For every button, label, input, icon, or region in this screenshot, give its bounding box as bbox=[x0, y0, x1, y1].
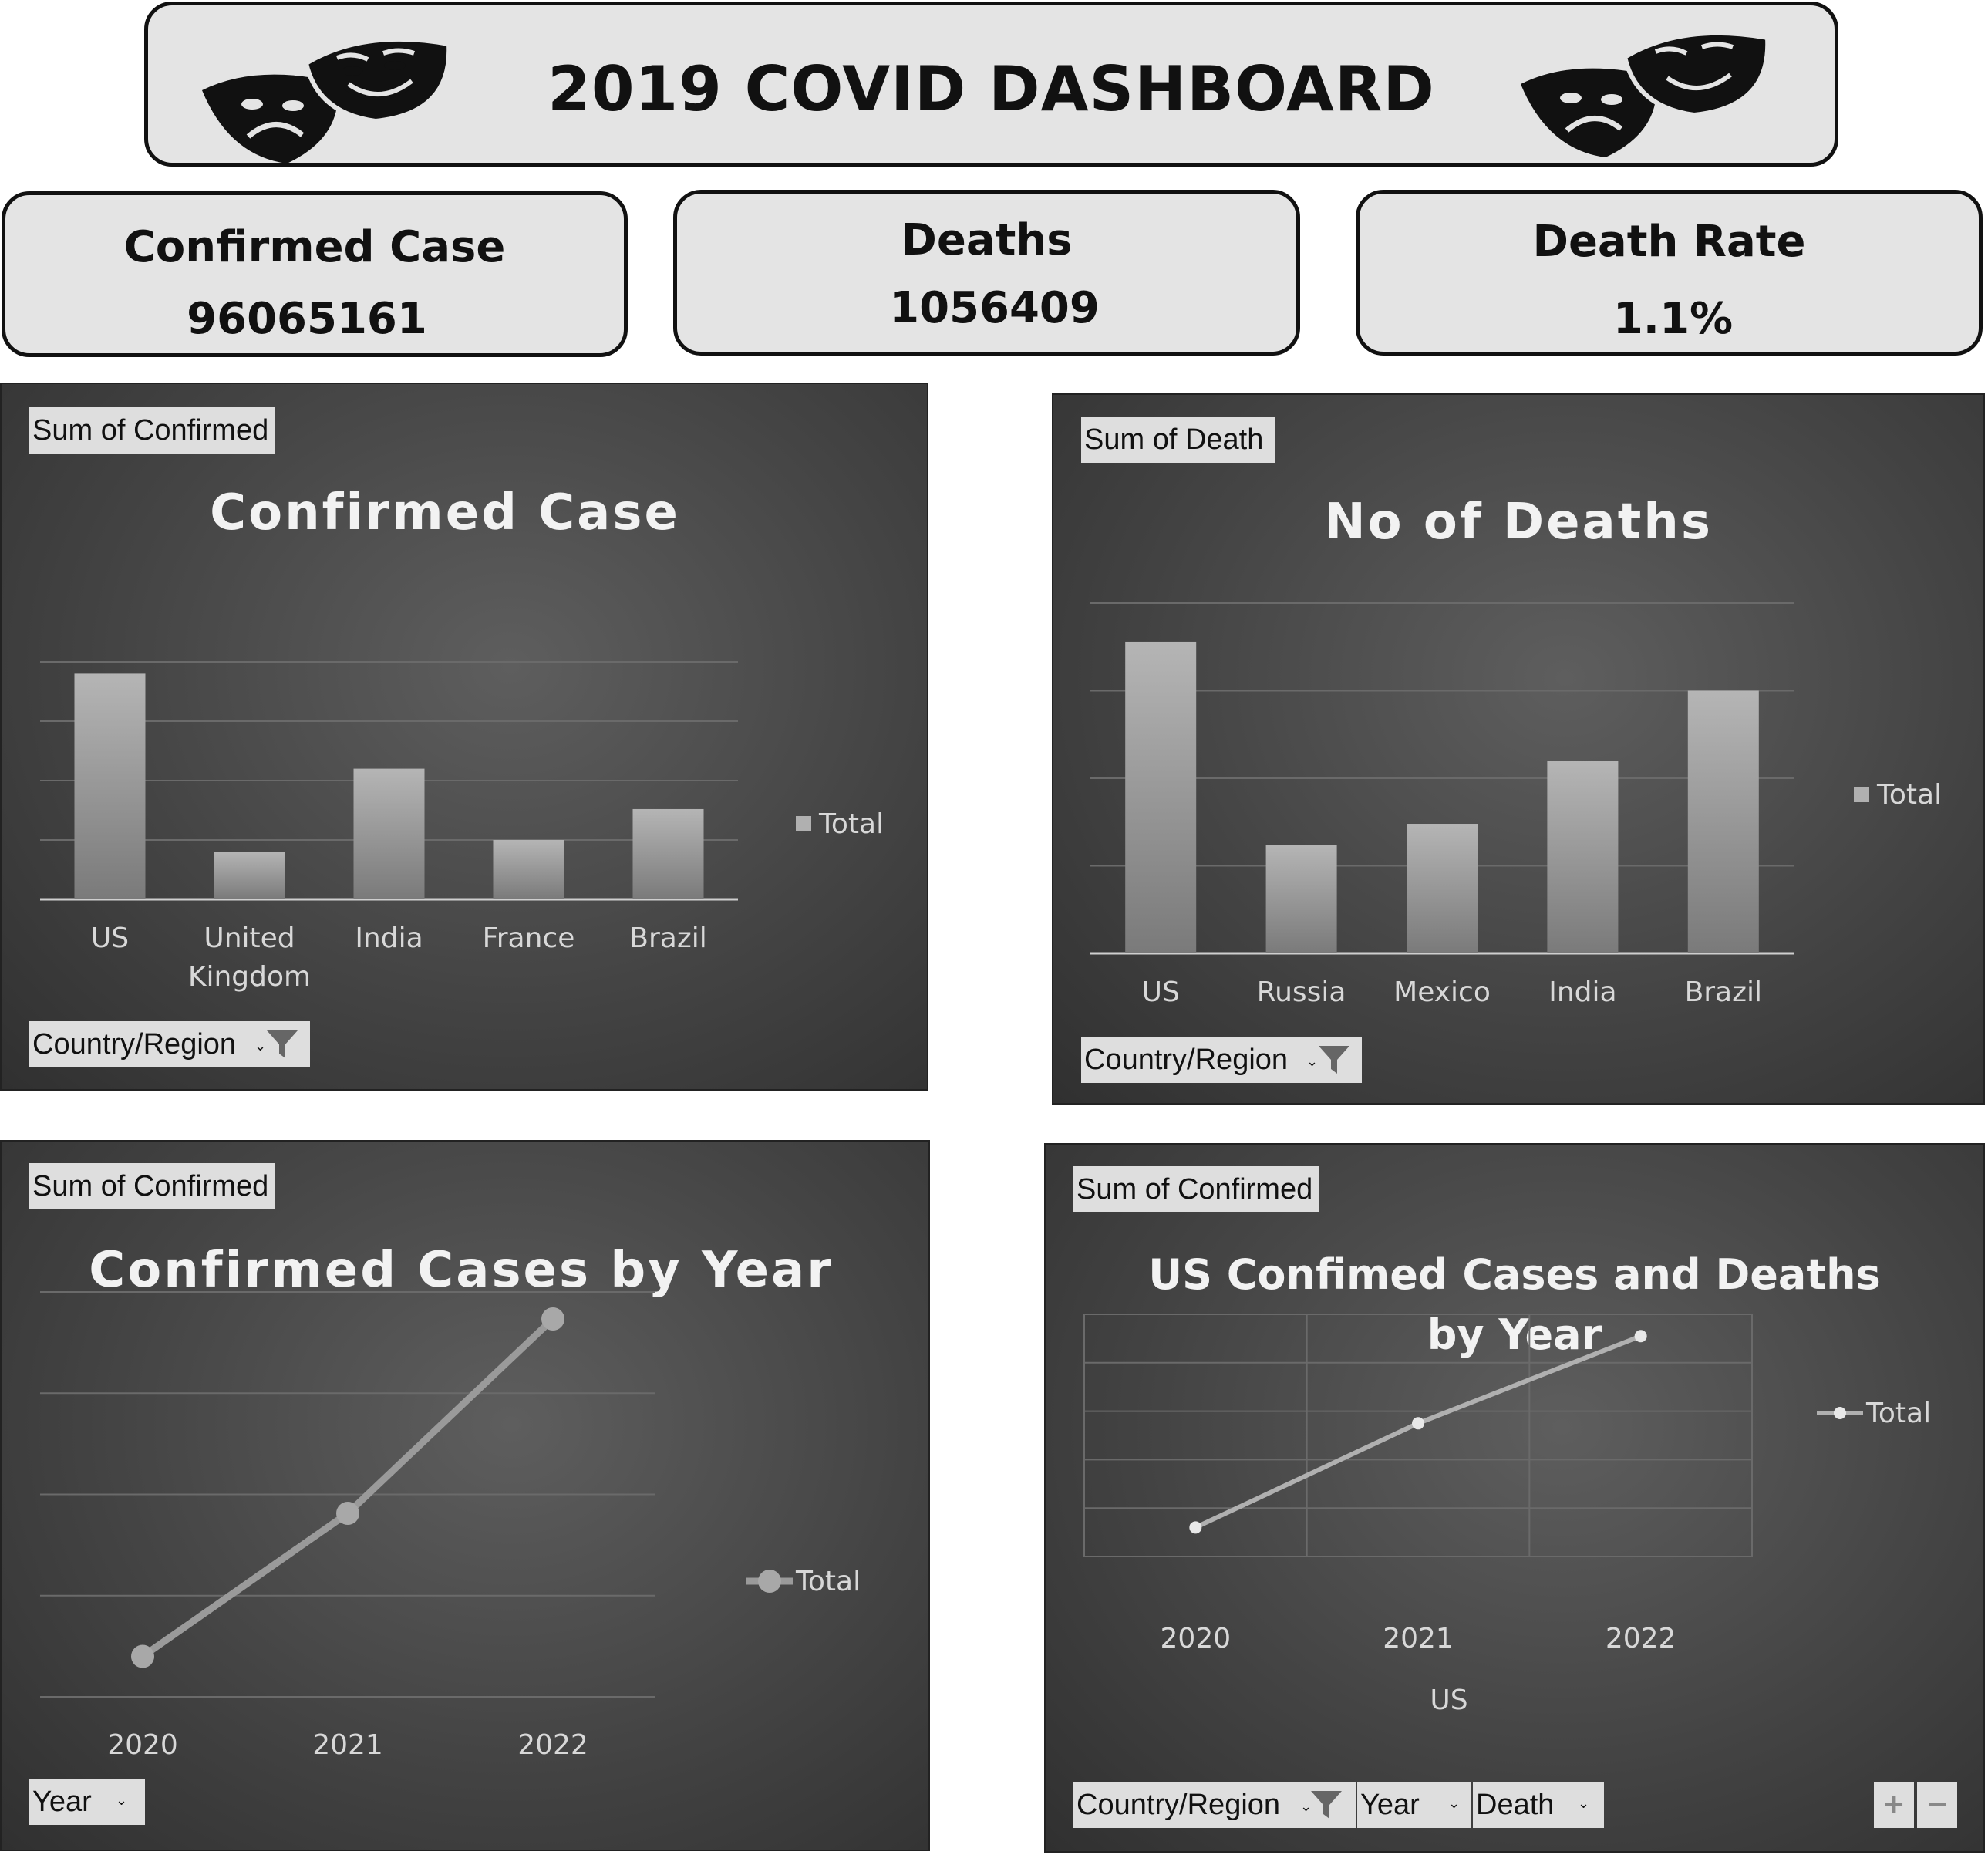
filter-label: Year bbox=[1360, 1789, 1420, 1821]
filter-label: Country/Region bbox=[1077, 1789, 1281, 1821]
x-axis-title: US bbox=[1430, 1685, 1467, 1716]
category-label: Kingdom bbox=[188, 961, 311, 993]
chart-title: Confirmed Cases by Year bbox=[89, 1242, 834, 1299]
filter-label: Country/Region bbox=[32, 1028, 237, 1061]
sum-of-death-field-button[interactable]: Sum of Death bbox=[1081, 417, 1275, 463]
chart-title: Confirmed Case bbox=[210, 484, 680, 541]
x-tick-label: 2021 bbox=[1383, 1623, 1454, 1654]
no-of-deaths-chart-panel[interactable]: Sum of Death No of Deaths US Russia Mexico… bbox=[1052, 393, 1985, 1105]
legend-swatch bbox=[796, 816, 811, 831]
bar bbox=[1687, 690, 1759, 953]
x-tick-label: 2022 bbox=[1606, 1623, 1676, 1654]
sum-of-confirmed-field-button[interactable]: Sum of Confirmed bbox=[1073, 1166, 1319, 1212]
kpi-death-rate-card: Death Rate 1.1% bbox=[1356, 190, 1983, 356]
sum-of-confirmed-field-button[interactable]: Sum of Confirmed bbox=[29, 407, 275, 454]
category-label: India bbox=[355, 922, 423, 954]
data-point bbox=[336, 1502, 359, 1525]
category-label: India bbox=[1548, 976, 1616, 1008]
series-line bbox=[140, 1316, 556, 1660]
country-region-filter-button[interactable]: Country/Region ⌄ bbox=[29, 1021, 310, 1067]
data-point bbox=[131, 1644, 154, 1668]
data-point bbox=[1189, 1521, 1202, 1534]
zoom-in-button[interactable]: + bbox=[1874, 1782, 1914, 1828]
category-label: Mexico bbox=[1393, 976, 1491, 1008]
sum-of-confirmed-field-button[interactable]: Sum of Confirmed bbox=[29, 1163, 275, 1209]
x-tick-label: 2022 bbox=[517, 1729, 588, 1761]
kpi-deaths-card: Deaths 1056409 bbox=[673, 190, 1300, 356]
chart-title-text: US Confimed Cases and Deaths by Year bbox=[1148, 1250, 1881, 1359]
chart-title: No of Deaths bbox=[1324, 494, 1713, 551]
kpi-label: Death Rate bbox=[1532, 217, 1806, 267]
confirmed-cases-by-year-line-chart: 2020 2021 2022 Total bbox=[40, 1291, 861, 1761]
data-point bbox=[1412, 1417, 1424, 1430]
dropdown-arrow-icon: ⌄ bbox=[1448, 1796, 1461, 1811]
bar bbox=[632, 808, 704, 899]
bar bbox=[214, 852, 285, 899]
bar bbox=[353, 768, 425, 899]
category-label: France bbox=[483, 922, 575, 954]
filter-label: Death bbox=[1476, 1789, 1555, 1821]
data-point bbox=[1634, 1330, 1647, 1343]
zoom-out-button[interactable]: − bbox=[1917, 1782, 1957, 1828]
death-filter-button[interactable]: Death ⌄ bbox=[1473, 1782, 1604, 1828]
legend-label: Total bbox=[795, 1566, 861, 1597]
no-of-deaths-bar-chart: US Russia Mexico India Brazil Total bbox=[1090, 602, 1942, 1008]
x-tick-label: 2021 bbox=[312, 1729, 383, 1761]
category-label: US bbox=[1142, 976, 1180, 1008]
dropdown-arrow-icon: ⌄ bbox=[1578, 1796, 1590, 1811]
legend-label: Total bbox=[1865, 1398, 1931, 1429]
theater-masks-icon bbox=[202, 36, 449, 164]
dropdown-arrow-icon: ⌄ bbox=[116, 1793, 128, 1808]
bar bbox=[1407, 824, 1478, 953]
dropdown-arrow-icon: ⌄ bbox=[1306, 1054, 1319, 1069]
category-label: Russia bbox=[1257, 976, 1346, 1008]
x-tick-label: 2020 bbox=[107, 1729, 178, 1761]
category-label: United bbox=[204, 922, 295, 954]
kpi-confirmed-card: Confirmed Case 96065161 bbox=[2, 191, 628, 357]
chart-title: US Confimed Cases and Deaths by Year bbox=[1138, 1245, 1891, 1365]
legend-label: Total bbox=[1876, 779, 1942, 811]
filter-label: Country/Region bbox=[1084, 1044, 1289, 1076]
filter-label: Year bbox=[32, 1786, 92, 1818]
legend-marker bbox=[1834, 1407, 1846, 1419]
filter-funnel-icon bbox=[1311, 1791, 1342, 1819]
dashboard-title: 2019 COVID DASHBOARD bbox=[548, 53, 1435, 125]
confirmed-case-chart-panel[interactable]: Sum of Confirmed Confirmed Case US United… bbox=[0, 383, 928, 1091]
x-tick-label: 2020 bbox=[1161, 1623, 1232, 1654]
data-point bbox=[541, 1307, 564, 1331]
legend-swatch bbox=[1854, 787, 1869, 802]
us-cases-deaths-line-chart: 2020 2021 2022 US Total bbox=[1083, 1314, 1931, 1716]
filter-funnel-icon bbox=[267, 1030, 298, 1058]
kpi-value: 1.1% bbox=[1612, 294, 1734, 344]
confirmed-cases-by-year-chart-panel[interactable]: Sum of Confirmed Confirmed Cases by Year… bbox=[0, 1140, 930, 1851]
theater-masks-icon bbox=[1521, 30, 1767, 157]
dropdown-arrow-icon: ⌄ bbox=[1300, 1799, 1312, 1814]
filter-funnel-icon bbox=[1319, 1046, 1349, 1074]
kpi-value: 1056409 bbox=[889, 283, 1100, 333]
legend-marker bbox=[758, 1570, 781, 1593]
series-line bbox=[1194, 1334, 1642, 1530]
bar bbox=[493, 840, 564, 899]
kpi-label: Deaths bbox=[901, 215, 1073, 265]
confirmed-case-bar-chart: US United Kingdom India France Brazil Total bbox=[40, 661, 884, 993]
year-filter-button[interactable]: Year ⌄ bbox=[1357, 1782, 1471, 1828]
category-label: Brazil bbox=[1685, 976, 1762, 1008]
us-cases-deaths-by-year-chart-panel[interactable]: Sum of Confirmed US Confimed Cases and D… bbox=[1044, 1143, 1985, 1853]
legend-label: Total bbox=[818, 808, 884, 840]
dashboard-header: 2019 COVID DASHBOARD bbox=[144, 2, 1838, 167]
category-label: Brazil bbox=[629, 922, 706, 954]
bar bbox=[1265, 845, 1337, 953]
country-region-filter-button[interactable]: Country/Region ⌄ bbox=[1081, 1037, 1362, 1083]
category-label: US bbox=[91, 922, 129, 954]
bar bbox=[1125, 641, 1197, 953]
bar bbox=[74, 673, 146, 899]
kpi-value: 96065161 bbox=[187, 294, 427, 344]
country-region-filter-button[interactable]: Country/Region ⌄ bbox=[1073, 1782, 1356, 1828]
year-filter-button[interactable]: Year ⌄ bbox=[29, 1779, 145, 1825]
bar bbox=[1547, 761, 1619, 953]
kpi-label: Confirmed Case bbox=[123, 222, 506, 272]
dropdown-arrow-icon: ⌄ bbox=[254, 1038, 267, 1054]
